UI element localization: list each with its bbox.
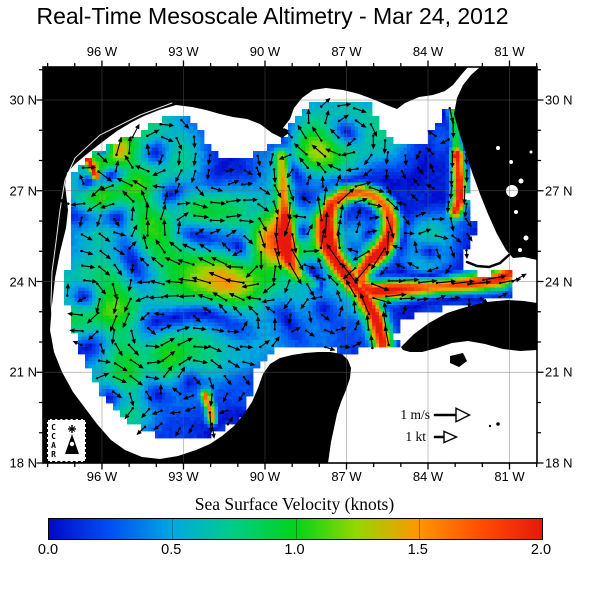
lat-label-right: 21 N bbox=[545, 364, 573, 380]
lon-label-top: 84 W bbox=[412, 44, 444, 59]
lon-label-bottom: 84 W bbox=[412, 469, 444, 484]
colorbar-tick bbox=[418, 519, 420, 539]
lon-label-bottom: 93 W bbox=[168, 469, 199, 484]
colorbar-tick-label: 2.0 bbox=[530, 542, 552, 558]
colorbar-tick-label: 0.5 bbox=[161, 542, 182, 558]
colorbar-tick bbox=[172, 519, 174, 539]
lat-label-right: 27 N bbox=[545, 183, 573, 199]
colorbar-caption: Sea Surface Velocity (knots) bbox=[194, 494, 395, 514]
lat-label-right: 18 N bbox=[545, 455, 573, 471]
colorbar-tick-label: 1.0 bbox=[284, 542, 305, 558]
colorbar-tick bbox=[295, 519, 297, 539]
lon-label-top: 93 W bbox=[168, 44, 199, 59]
colorbar bbox=[48, 518, 543, 540]
ccar-logo-graphic bbox=[59, 424, 85, 458]
lat-label-left: 27 N bbox=[9, 183, 37, 199]
page-title: Real-Time Mesoscale Altimetry - Mar 24, … bbox=[36, 3, 509, 29]
lat-label-left: 30 N bbox=[9, 92, 37, 108]
lon-label-top: 96 W bbox=[86, 44, 118, 59]
vector-scale-label: 1 m/s bbox=[400, 407, 430, 422]
colorbar-tick-label: 1.5 bbox=[407, 542, 428, 558]
lon-label-bottom: 87 W bbox=[331, 469, 362, 484]
lon-label-bottom: 90 W bbox=[249, 469, 281, 484]
lon-label-bottom: 81 W bbox=[494, 469, 525, 484]
lat-label-right: 24 N bbox=[545, 274, 573, 289]
lat-label-left: 24 N bbox=[9, 274, 37, 289]
lon-label-top: 81 W bbox=[494, 44, 525, 59]
vector-scale-label: 1 kt bbox=[405, 429, 426, 444]
lat-label-left: 18 N bbox=[9, 455, 37, 471]
lat-label-left: 21 N bbox=[9, 364, 37, 380]
colorbar-tick-label: 0.0 bbox=[37, 542, 59, 558]
lon-label-top: 87 W bbox=[331, 44, 362, 59]
lon-label-bottom: 96 W bbox=[86, 469, 118, 484]
lat-label-right: 30 N bbox=[545, 92, 573, 108]
lon-label-top: 90 W bbox=[249, 44, 281, 59]
